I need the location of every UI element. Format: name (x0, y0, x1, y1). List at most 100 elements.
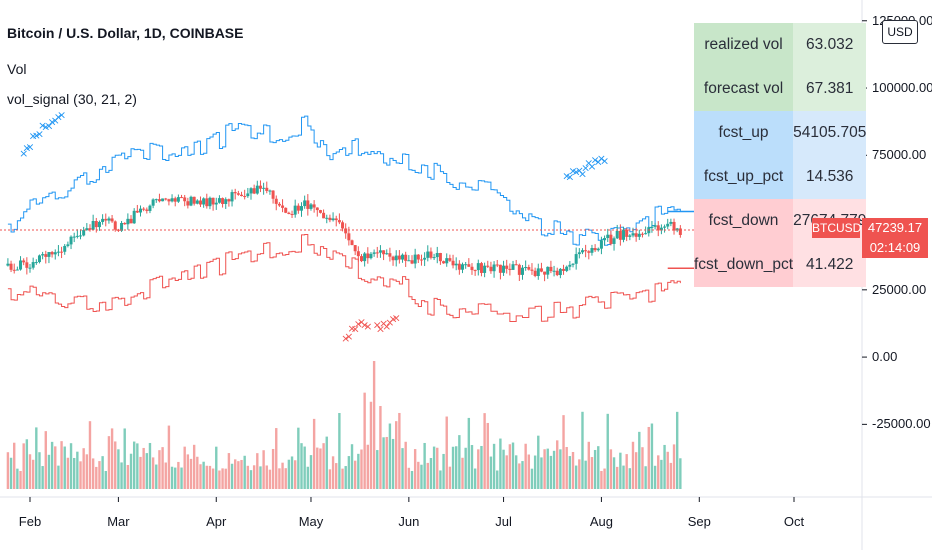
candle-body (347, 233, 351, 241)
candle-body (265, 187, 269, 191)
candle-body (562, 268, 566, 271)
candle-body (69, 236, 73, 245)
candle-body (249, 188, 253, 194)
table-value: 14.536 (793, 155, 867, 199)
volume-bar (388, 423, 392, 489)
volume-bar (521, 461, 524, 489)
volume-bar (60, 441, 63, 489)
candle-body (290, 214, 294, 216)
candle-body (230, 192, 234, 202)
candle-body (625, 229, 629, 237)
candle-body (438, 252, 442, 262)
volume-bar (413, 449, 417, 489)
candle-body (644, 233, 648, 235)
candle-body (410, 260, 414, 264)
candle-body (530, 269, 534, 271)
volume-bar (502, 449, 505, 489)
candle-body (116, 229, 120, 231)
vol-signal-legend[interactable]: vol_signal (30, 21, 2) (7, 91, 137, 107)
volume-bar (565, 446, 568, 489)
currency-button[interactable]: USD (882, 20, 918, 44)
volume-bar (72, 457, 76, 489)
candle-body (451, 260, 455, 266)
volume-bar (293, 460, 297, 489)
volume-bar (180, 467, 183, 489)
candle-body (508, 268, 512, 270)
volume-bar (19, 471, 22, 489)
volume-bar (369, 401, 373, 489)
candle-body (325, 217, 329, 219)
volume-bar (275, 428, 278, 489)
signal-x-marker: × (578, 167, 587, 180)
candle-body (318, 210, 322, 213)
volume-bar (66, 457, 70, 489)
candle-body (489, 266, 493, 272)
candle-body (603, 238, 607, 241)
candle-body (82, 230, 86, 236)
candle-body (66, 244, 70, 246)
signal-x-marker: × (25, 140, 34, 153)
volume-bar (663, 444, 666, 489)
candle-body (328, 217, 332, 221)
candle-body (189, 196, 193, 206)
volume-bar (88, 421, 92, 489)
volume-bar (489, 456, 493, 489)
x-tick-label: Apr (206, 514, 227, 529)
volume-bar (363, 392, 366, 489)
volume-bar (297, 427, 300, 489)
volume-legend[interactable]: Vol (7, 61, 27, 77)
volume-bar (590, 457, 594, 489)
candle-body (622, 229, 626, 240)
volume-bar (164, 462, 167, 489)
volume-bar (366, 444, 370, 489)
volume-bar (142, 447, 145, 489)
volume-bar (675, 411, 679, 489)
volume-bar (432, 446, 436, 489)
candle-body (382, 250, 386, 255)
symbol-tag: BTCUSD (812, 218, 861, 238)
volume-bar (429, 458, 433, 489)
candle-body (672, 221, 676, 231)
volume-bar (85, 454, 89, 489)
candle-body (394, 255, 398, 261)
volume-bar (492, 443, 496, 489)
volume-bar (123, 428, 126, 489)
candle-body (97, 221, 101, 228)
table-label: realized vol (694, 23, 794, 67)
volume-bar (612, 457, 616, 489)
candle-body (173, 198, 177, 202)
volume-bar (625, 454, 628, 489)
chart-title: Bitcoin / U.S. Dollar, 1D, COINBASE (7, 25, 244, 41)
candle-body (129, 218, 133, 224)
candle-body (435, 252, 439, 258)
candle-body (524, 267, 528, 269)
candle-body (637, 233, 641, 237)
volume-bar (568, 456, 572, 489)
candle-body (258, 185, 262, 189)
volume-bar (196, 456, 199, 489)
volume-bar (530, 468, 534, 489)
volume-bar (268, 469, 272, 489)
volume-bar (395, 421, 398, 489)
candle-body (486, 265, 490, 267)
candle-body (558, 268, 562, 276)
candle-body (120, 222, 124, 231)
volume-bar (619, 452, 622, 489)
candle-body (580, 250, 584, 253)
volume-bar (496, 470, 499, 489)
candle-body (176, 197, 180, 202)
volume-bar (104, 470, 107, 489)
signal-x-marker: × (38, 119, 47, 132)
volume-bar (22, 443, 25, 489)
volume-bar (287, 459, 291, 489)
volume-bar (533, 455, 537, 489)
candle-body (678, 228, 682, 235)
volume-bar (174, 467, 177, 489)
volume-bar (148, 442, 152, 489)
candle-body (240, 194, 244, 197)
signal-x-marker: × (388, 312, 397, 325)
candle-body (255, 185, 259, 194)
candle-body (28, 267, 32, 269)
volume-bar (672, 444, 676, 489)
candle-body (268, 190, 272, 192)
